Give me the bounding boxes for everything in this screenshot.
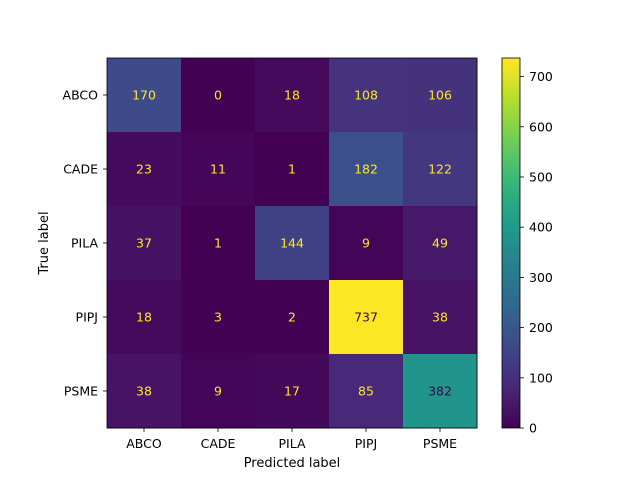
heatmap-cell [255, 206, 330, 281]
y-tick-label: CADE [63, 162, 98, 177]
cell-value-label: 11 [210, 162, 226, 177]
colorbar-tick-label: 300 [529, 270, 553, 285]
heatmap-cell [329, 58, 404, 133]
cell-value-label: 37 [136, 236, 152, 251]
x-tick-label: PSME [423, 436, 457, 451]
heatmap-cell [329, 354, 404, 429]
colorbar-tick-label: 600 [529, 119, 553, 134]
heatmap-cell [329, 132, 404, 207]
colorbar-ticks: 0 100 200 300 400 500 600 700 [520, 69, 553, 436]
x-tick-label: PILA [278, 436, 305, 451]
y-axis-label: True label [37, 211, 52, 275]
heatmap-cell [181, 58, 256, 133]
heatmap-cell [403, 58, 478, 133]
y-tick-label: PSME [64, 384, 98, 399]
heatmap-cell [181, 354, 256, 429]
cell-value-label: 18 [136, 310, 152, 325]
cell-value-label: 108 [354, 88, 378, 103]
cell-value-label: 182 [354, 162, 378, 177]
colorbar-tick-label: 700 [529, 69, 553, 84]
colorbar-tick-label: 0 [529, 421, 537, 436]
cell-value-label: 0 [214, 88, 222, 103]
cell-value-label: 3 [214, 310, 222, 325]
heatmap-cell [107, 354, 182, 429]
cell-value-label: 85 [358, 384, 374, 399]
cell-value-label: 38 [432, 310, 448, 325]
heatmap-cell [329, 280, 404, 355]
heatmap-cell [403, 206, 478, 281]
y-tick-label: PIPJ [76, 310, 98, 325]
heatmap-cell [107, 132, 182, 207]
cell-value-label: 170 [132, 88, 156, 103]
cell-value-label: 122 [428, 162, 452, 177]
x-tick-label: ABCO [126, 436, 162, 451]
cell-value-label: 9 [214, 384, 222, 399]
heatmap-cell [107, 206, 182, 281]
heatmap-cell [181, 206, 256, 281]
heatmap-cell [181, 132, 256, 207]
cell-value-label: 38 [136, 384, 152, 399]
heatmap-cell [403, 280, 478, 355]
colorbar [502, 58, 520, 428]
colorbar-frame [501, 57, 521, 429]
colorbar-tick-label: 500 [529, 169, 553, 184]
heatmap-cell [329, 206, 404, 281]
cell-value-label: 106 [428, 88, 452, 103]
cell-value-label: 9 [362, 236, 370, 251]
colorbar-tick-label: 400 [529, 220, 553, 235]
cell-value-label: 17 [284, 384, 300, 399]
heatmap-cells [107, 58, 478, 429]
x-tick-label: PIPJ [355, 436, 377, 451]
y-tick-label: ABCO [63, 88, 99, 103]
colorbar-tick-label: 100 [529, 370, 553, 385]
y-tick-label: PILA [71, 236, 98, 251]
heatmap-cell [255, 132, 330, 207]
x-axis-label: Predicted label [244, 456, 341, 471]
heatmap-cell [107, 58, 182, 133]
cell-value-label: 1 [288, 162, 296, 177]
heatmap-cell [181, 280, 256, 355]
cell-value-label: 737 [354, 310, 378, 325]
x-tick-label: CADE [201, 436, 236, 451]
heatmap-cell [255, 58, 330, 133]
heatmap-cell [107, 280, 182, 355]
heatmap-cell [403, 354, 478, 429]
heatmap-cell [403, 132, 478, 207]
cell-value-label: 1 [214, 236, 222, 251]
cell-value-label: 144 [280, 236, 304, 251]
cell-value-label: 23 [136, 162, 152, 177]
x-axis-ticks: ABCO CADE PILA PIPJ PSME [126, 428, 457, 451]
cell-value-label: 382 [428, 384, 452, 399]
y-axis-ticks: ABCO CADE PILA PIPJ PSME [63, 88, 107, 399]
cell-value-label: 49 [432, 236, 448, 251]
heatmap-cell [255, 354, 330, 429]
cell-value-label: 18 [284, 88, 300, 103]
cell-value-label: 2 [288, 310, 296, 325]
heatmap-cell [255, 280, 330, 355]
colorbar-tick-label: 200 [529, 320, 553, 335]
